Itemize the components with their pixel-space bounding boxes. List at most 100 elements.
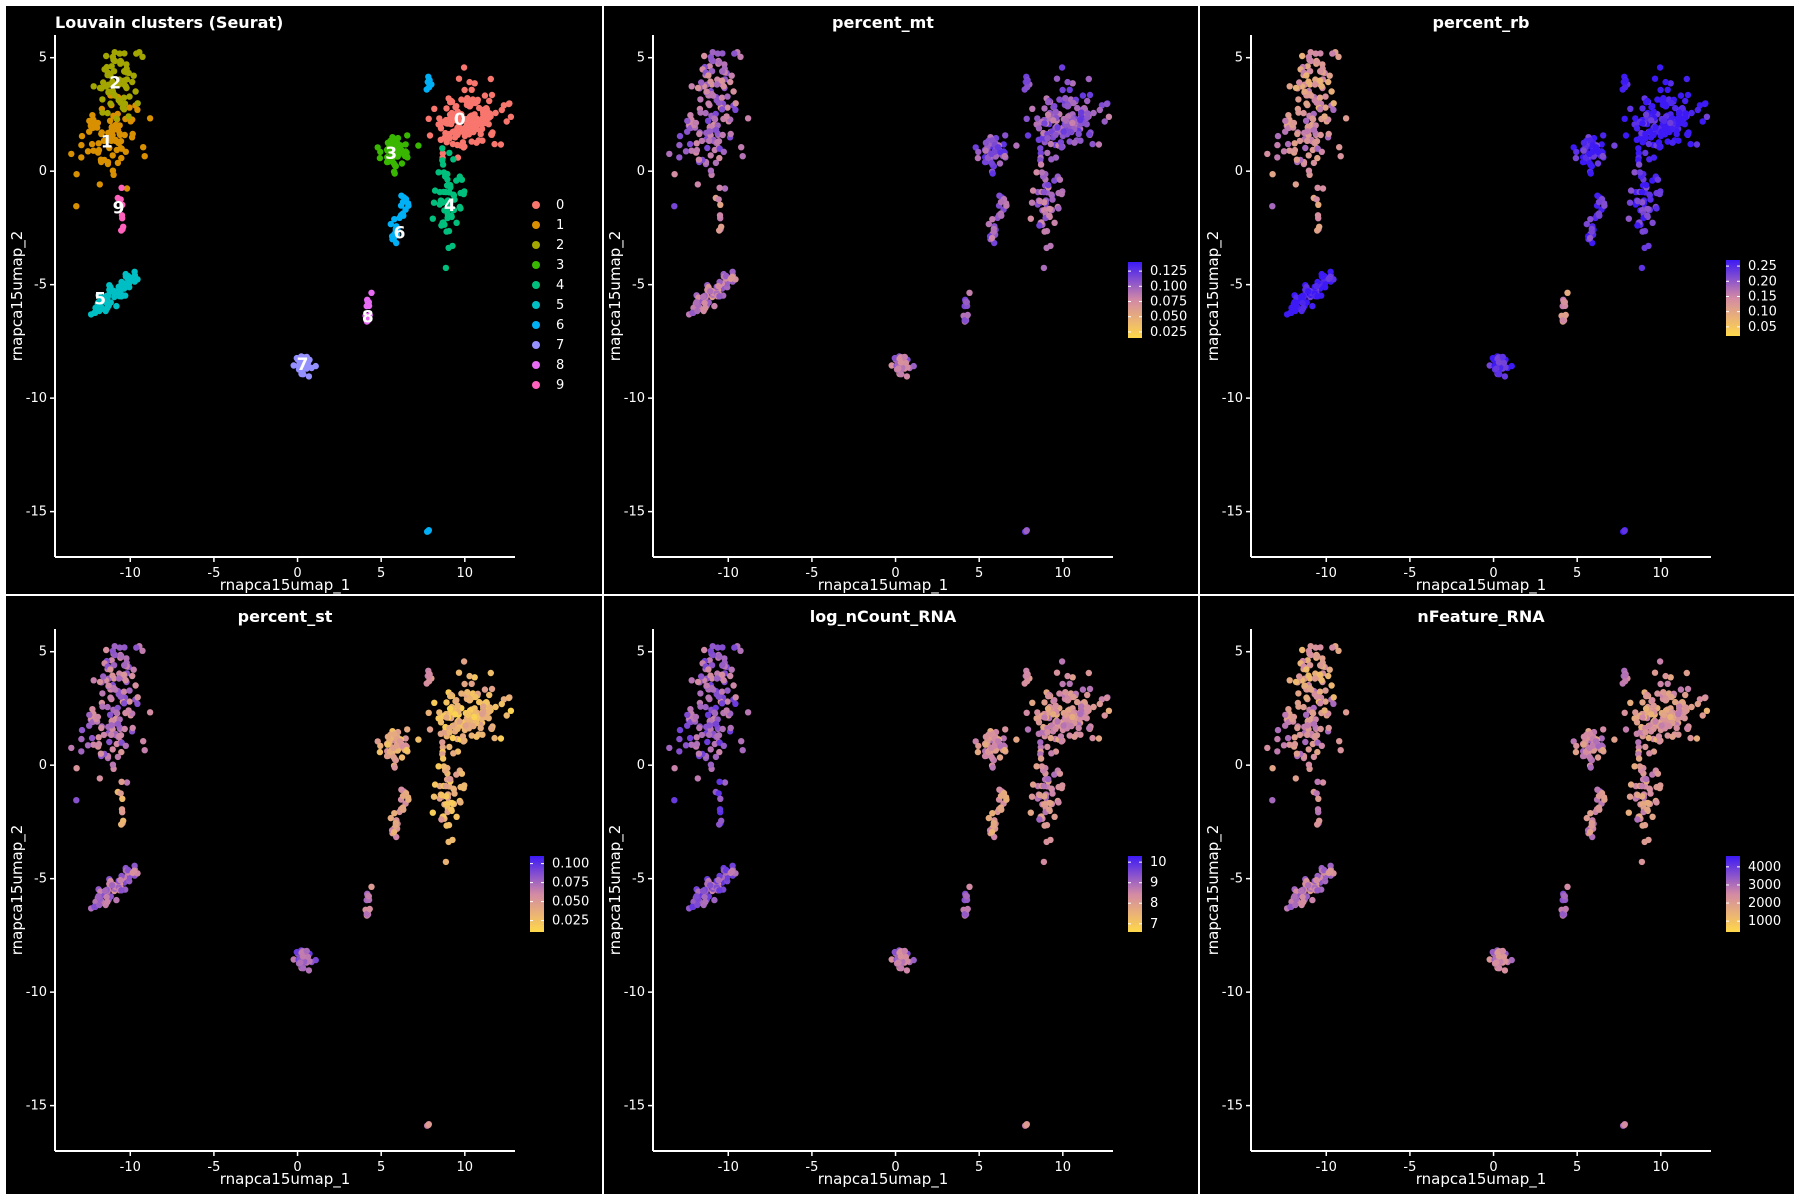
- cell-point: [708, 662, 716, 669]
- cell-point: [1682, 704, 1690, 711]
- cell-point: [1652, 718, 1659, 725]
- cell-point: [698, 673, 705, 680]
- cell-point: [293, 948, 300, 956]
- cell-point: [1305, 288, 1312, 295]
- cell-point: [452, 117, 459, 124]
- cell-point: [724, 93, 731, 100]
- cell-point: [114, 126, 122, 134]
- cell-point: [78, 735, 85, 743]
- cell-point: [88, 734, 96, 742]
- cell-point: [486, 704, 493, 711]
- cell-point: [1687, 140, 1694, 148]
- cell-point: [1290, 119, 1298, 127]
- cell-point: [964, 311, 971, 319]
- cell-point: [1646, 785, 1653, 792]
- cell-point: [98, 724, 105, 732]
- cell-point: [1296, 673, 1303, 680]
- cell-point: [727, 672, 734, 680]
- panel-title: percent_rb: [1433, 13, 1530, 32]
- cell-point: [455, 669, 463, 676]
- cell-point: [366, 905, 373, 913]
- cell-point: [738, 144, 745, 151]
- cell-point: [390, 754, 397, 761]
- cell-point: [448, 205, 456, 213]
- cell-point: [1648, 711, 1655, 718]
- cell-point: [998, 806, 1005, 813]
- y-tick-label: -10: [624, 391, 645, 406]
- cell-point: [1023, 527, 1030, 534]
- cell-point: [1292, 84, 1300, 92]
- cell-point: [719, 68, 726, 75]
- cell-point: [1048, 191, 1055, 198]
- cell-point: [435, 763, 442, 770]
- cell-point: [1056, 176, 1064, 183]
- cell-point: [715, 282, 722, 290]
- cell-point: [1580, 147, 1587, 154]
- cell-point: [90, 677, 97, 684]
- cell-point: [1675, 710, 1682, 718]
- cell-point: [1057, 733, 1065, 740]
- cell-point: [1310, 126, 1318, 134]
- cell-point: [115, 81, 123, 88]
- cell-point: [425, 115, 432, 123]
- cell-point: [711, 115, 718, 122]
- cell-point: [1103, 100, 1111, 108]
- y-axis-label: rnapca15umap_2: [8, 825, 27, 956]
- cell-point: [903, 967, 911, 974]
- cell-point: [446, 705, 454, 712]
- cell-point: [744, 709, 752, 716]
- cell-point: [1314, 778, 1321, 785]
- cell-point: [1305, 761, 1313, 768]
- cell-point: [443, 822, 450, 829]
- cell-point: [716, 58, 723, 66]
- gradient-legend: 0.250.200.150.100.05: [1726, 259, 1777, 336]
- cell-point: [404, 726, 411, 733]
- cell-point: [303, 353, 310, 361]
- cell-point: [961, 316, 968, 324]
- y-axis-label: rnapca15umap_2: [606, 825, 625, 956]
- cell-point: [1684, 685, 1692, 693]
- cell-point: [442, 264, 450, 272]
- cell-point: [1632, 115, 1639, 122]
- cell-point: [1676, 703, 1683, 710]
- cell-point: [1051, 103, 1058, 110]
- x-tick-label: 0: [891, 1160, 899, 1175]
- legend-tick-label: 0.05: [1748, 320, 1777, 335]
- cluster-label: 0: [454, 110, 466, 130]
- cell-point: [1048, 156, 1055, 163]
- cell-point: [1701, 694, 1709, 702]
- cell-point: [1046, 799, 1054, 807]
- cell-point: [729, 867, 736, 874]
- cell-point: [716, 652, 723, 660]
- cell-point: [460, 784, 467, 792]
- cell-point: [1489, 354, 1497, 362]
- cell-point: [303, 947, 310, 955]
- legend-tick-label: 0.050: [1150, 310, 1187, 325]
- cell-point: [1304, 63, 1311, 70]
- cell-point: [1305, 78, 1312, 85]
- legend-label: 6: [556, 318, 564, 333]
- cell-point: [1496, 371, 1503, 378]
- cell-point: [974, 748, 982, 756]
- cluster-label: 7: [297, 355, 309, 375]
- cell-point: [134, 694, 141, 701]
- cell-point: [1621, 115, 1628, 123]
- cell-point: [1041, 105, 1048, 112]
- cell-point: [487, 75, 494, 83]
- x-axis-label: rnapca15umap_1: [1416, 1170, 1547, 1189]
- cell-point: [399, 198, 407, 206]
- cell-point: [684, 711, 691, 719]
- panel-background: [6, 596, 602, 1194]
- cell-point: [718, 817, 725, 824]
- cell-point: [1001, 746, 1008, 754]
- cell-point: [448, 806, 455, 813]
- cell-point: [1318, 148, 1326, 155]
- cell-point: [1269, 203, 1276, 210]
- cell-point: [961, 910, 968, 918]
- cell-point: [473, 733, 480, 740]
- cell-point: [688, 677, 695, 684]
- cell-point: [714, 50, 721, 57]
- cell-point: [438, 816, 445, 823]
- cell-point: [724, 104, 731, 111]
- cell-point: [1677, 686, 1685, 693]
